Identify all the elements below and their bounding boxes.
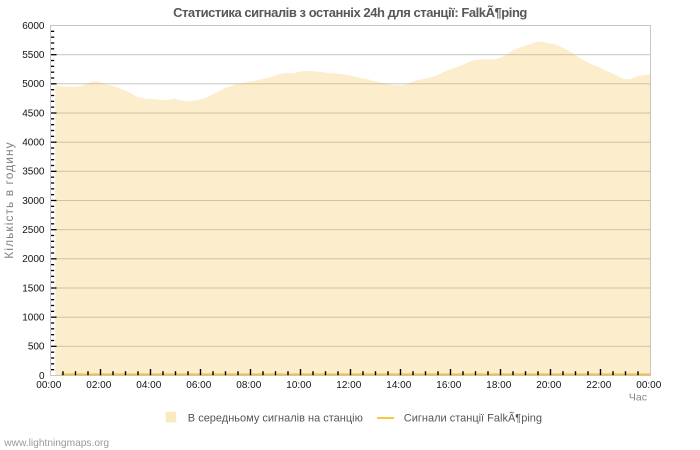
svg-text:02:00: 02:00 bbox=[86, 380, 111, 391]
svg-text:6000: 6000 bbox=[22, 21, 45, 32]
svg-text:04:00: 04:00 bbox=[136, 380, 161, 391]
svg-text:18:00: 18:00 bbox=[486, 380, 511, 391]
svg-text:22:00: 22:00 bbox=[586, 380, 611, 391]
svg-text:0: 0 bbox=[39, 371, 45, 382]
svg-text:1500: 1500 bbox=[22, 283, 45, 294]
svg-text:10:00: 10:00 bbox=[286, 380, 311, 391]
svg-text:06:00: 06:00 bbox=[186, 380, 211, 391]
svg-text:00:00: 00:00 bbox=[36, 380, 61, 391]
svg-text:4500: 4500 bbox=[22, 108, 45, 119]
svg-text:500: 500 bbox=[28, 342, 45, 353]
svg-text:5000: 5000 bbox=[22, 79, 45, 90]
svg-text:14:00: 14:00 bbox=[386, 380, 411, 391]
svg-text:3000: 3000 bbox=[22, 196, 45, 207]
svg-text:1000: 1000 bbox=[22, 313, 45, 324]
svg-text:5500: 5500 bbox=[22, 50, 45, 61]
svg-text:Кількість в годину: Кількість в годину bbox=[2, 141, 16, 258]
svg-text:В середньому сигналів на станц: В середньому сигналів на станцію bbox=[188, 413, 363, 425]
svg-text:2000: 2000 bbox=[22, 254, 45, 265]
svg-text:20:00: 20:00 bbox=[536, 380, 561, 391]
svg-text:4000: 4000 bbox=[22, 138, 45, 149]
svg-text:00:00: 00:00 bbox=[636, 380, 661, 391]
svg-text:Час: Час bbox=[629, 391, 647, 403]
svg-text:2500: 2500 bbox=[22, 225, 45, 236]
svg-text:12:00: 12:00 bbox=[336, 380, 361, 391]
svg-text:Сигнали станції FalkÃ¶ping: Сигнали станції FalkÃ¶ping bbox=[404, 412, 542, 425]
svg-text:Статистика сигналів з останніх: Статистика сигналів з останніх 24h для с… bbox=[173, 5, 527, 20]
svg-text:16:00: 16:00 bbox=[436, 380, 461, 391]
svg-text:3500: 3500 bbox=[22, 167, 45, 178]
svg-text:www.lightningmaps.org: www.lightningmaps.org bbox=[3, 438, 109, 449]
svg-text:08:00: 08:00 bbox=[236, 380, 261, 391]
